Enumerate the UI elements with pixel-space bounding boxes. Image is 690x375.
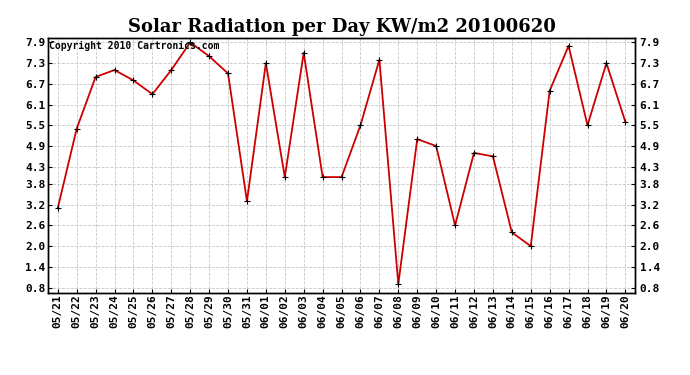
Text: Copyright 2010 Cartronics.com: Copyright 2010 Cartronics.com: [50, 41, 220, 51]
Title: Solar Radiation per Day KW/m2 20100620: Solar Radiation per Day KW/m2 20100620: [128, 18, 555, 36]
